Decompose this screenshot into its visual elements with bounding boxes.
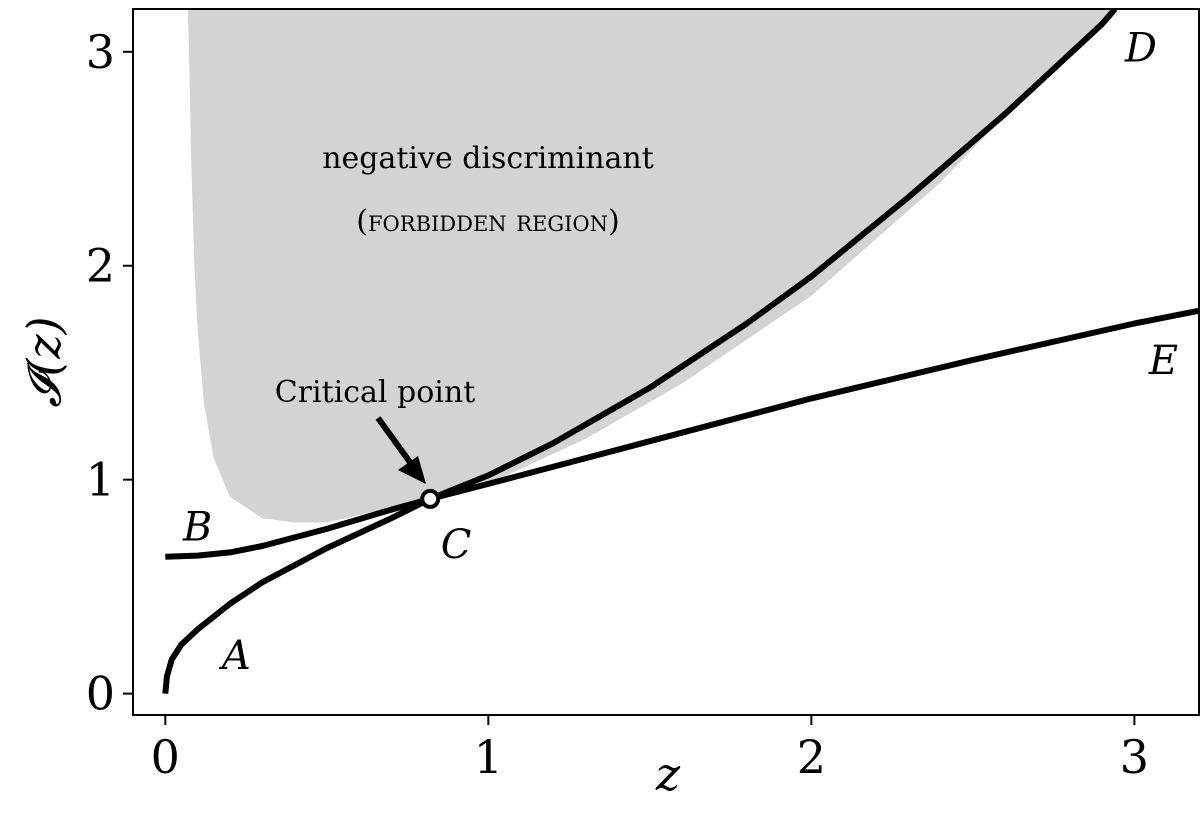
curve-label-b: B bbox=[182, 505, 212, 551]
forbidden-region-shape bbox=[187, 9, 1115, 523]
y-tick-label: 0 bbox=[86, 667, 115, 721]
critical-point-marker bbox=[420, 488, 441, 509]
x-tick-label: 0 bbox=[151, 730, 180, 784]
x-tick-label: 1 bbox=[474, 730, 503, 784]
y-tick-label: 3 bbox=[86, 25, 115, 79]
critical-point-label: Critical point bbox=[275, 375, 476, 410]
x-axis-ticks: 0 1 2 3 bbox=[151, 715, 1149, 784]
plot-frame bbox=[132, 8, 1200, 716]
x-axis-label: z bbox=[655, 747, 681, 801]
x-tick-label: 3 bbox=[1120, 730, 1149, 784]
region-label-line1: negative discriminant bbox=[322, 141, 654, 176]
critical-point-arrowhead bbox=[398, 456, 426, 484]
y-axis-ticks: 0 1 2 3 bbox=[86, 25, 133, 721]
curve-label-a: A bbox=[218, 633, 251, 679]
curve-label-c: C bbox=[441, 522, 472, 568]
x-tick-label: 2 bbox=[797, 730, 826, 784]
critical-point-arrow-shaft bbox=[375, 416, 415, 467]
y-tick-label: 1 bbox=[86, 453, 115, 507]
curve-label-e: E bbox=[1148, 338, 1178, 384]
plot-area bbox=[162, 9, 1199, 694]
y-axis-label: 𝓘(z) bbox=[17, 316, 71, 407]
region-label-line2: (forbidden region) bbox=[356, 204, 619, 239]
curve-labels: A B C D E bbox=[182, 26, 1178, 680]
y-tick-label: 2 bbox=[86, 239, 115, 293]
curve-label-d: D bbox=[1124, 26, 1157, 72]
